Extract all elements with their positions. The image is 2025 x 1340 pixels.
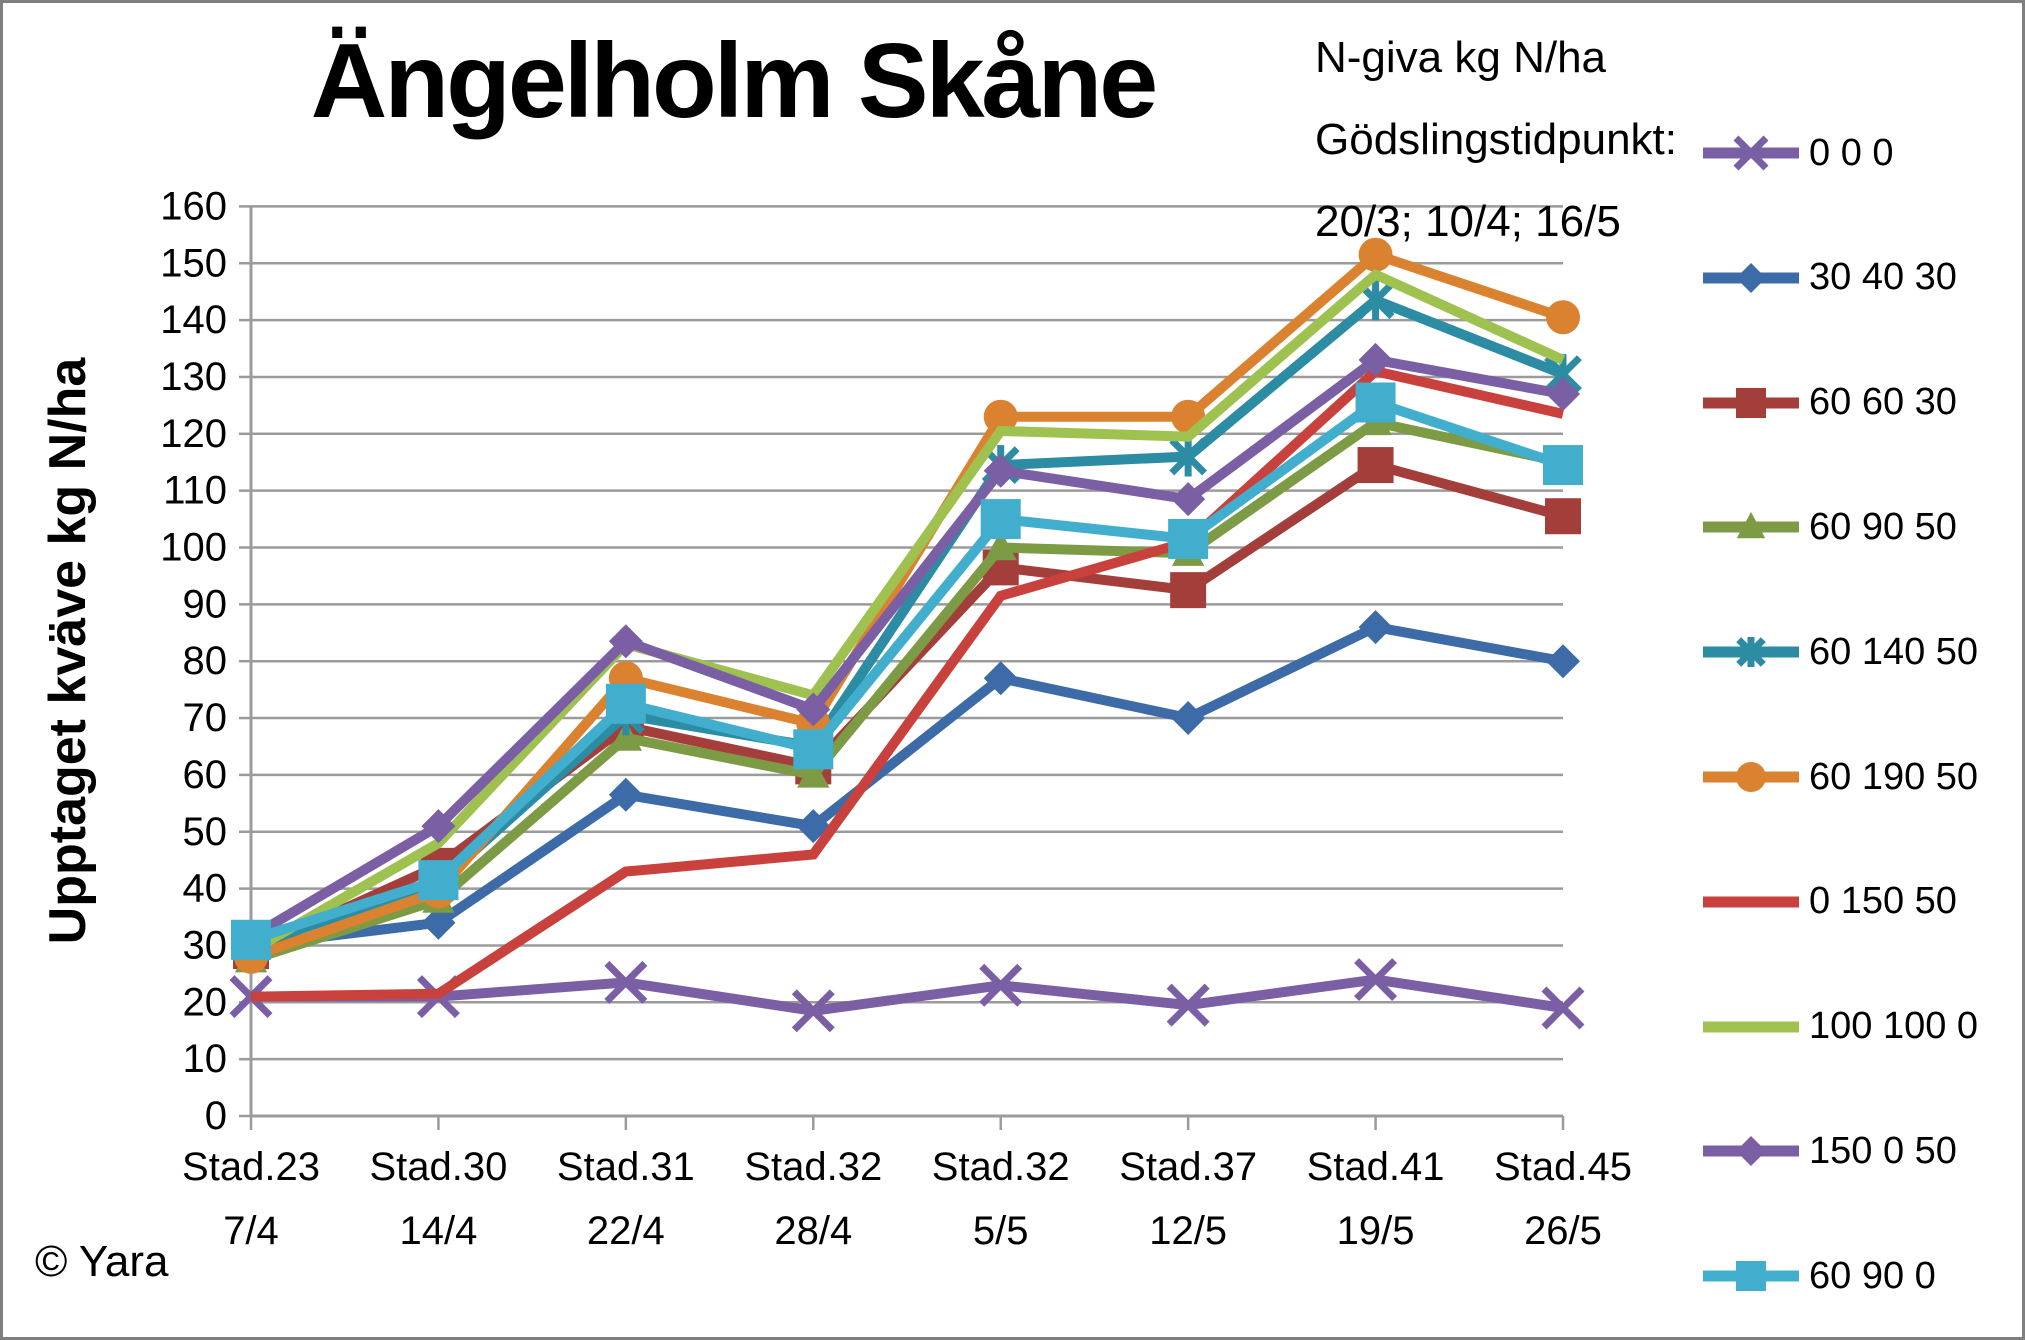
marker-diamond (1546, 377, 1580, 412)
marker-diamond (1358, 610, 1393, 645)
x-category-label: Stad.23 7/4 (182, 1145, 320, 1253)
y-tick-label-130: 130 (160, 355, 227, 399)
series-line (251, 974, 1564, 1016)
marker-diamond (608, 777, 643, 812)
x-category-label: Stad.31 22/4 (557, 1145, 695, 1253)
marker-square (1543, 445, 1583, 486)
x-category-label: Stad.37 12/5 (1119, 1145, 1257, 1253)
chart-plot: 0 10 20 30 40 50 60 70 80 90 100 110 120 130 140 150 160… (160, 184, 1632, 1253)
copyright-label: © Yara (35, 1237, 169, 1286)
y-tick-label-50: 50 (183, 810, 228, 854)
marker-diamond (1171, 482, 1206, 517)
y-tick-label-10: 10 (183, 1037, 228, 1081)
marker-square (793, 729, 834, 770)
legend-header-line3: 20/3; 10/4; 16/5 (1315, 197, 1621, 246)
legend-header-line1: N-giva kg N/ha (1315, 33, 1607, 82)
y-tick-label-80: 80 (183, 639, 228, 683)
legend-header-line2: Gödslingstidpunkt: (1315, 115, 1677, 164)
marker-asterisk (1169, 436, 1208, 477)
marker-circle (1358, 237, 1393, 272)
marker-square (418, 860, 459, 901)
marker-diamond (1546, 644, 1580, 679)
marker-x (604, 960, 648, 1004)
marker-square (605, 683, 646, 724)
marker-diamond (983, 661, 1018, 696)
series-0-0-0 (229, 958, 1585, 1033)
y-tick-label-20: 20 (183, 980, 228, 1024)
series-line (249, 417, 1565, 965)
y-tick-label-70: 70 (183, 696, 228, 740)
y-tick-label-100: 100 (160, 526, 227, 570)
marker-circle (983, 399, 1018, 434)
y-tick-label-140: 140 (160, 298, 227, 342)
series-60-90-0 (231, 382, 1583, 960)
marker-square (1170, 572, 1207, 609)
marker-square (1168, 518, 1209, 559)
y-tick-label-30: 30 (183, 923, 228, 967)
y-axis-title: Upptaget kväve kg N/ha (39, 357, 97, 945)
x-category-label: Stad.41 19/5 (1307, 1145, 1445, 1253)
y-tick-label-90: 90 (183, 582, 228, 626)
marker-x (791, 989, 835, 1033)
marker-diamond (608, 624, 643, 659)
x-category-label: Stad.45 26/5 (1494, 1145, 1632, 1253)
marker-x (1166, 983, 1210, 1027)
marker-x (1541, 986, 1585, 1030)
series-150-0-50 (234, 342, 1580, 954)
series-line (250, 621, 1564, 951)
marker-square (1545, 498, 1581, 535)
y-tick-label-150: 150 (160, 241, 227, 285)
y-tick-label-0: 0 (205, 1094, 227, 1138)
series-line (249, 396, 1565, 945)
y-tick-label-110: 110 (163, 469, 227, 513)
series-100-100-0 (248, 268, 1566, 956)
marker-triangle (609, 720, 643, 751)
series-line (250, 365, 1565, 1002)
marker-triangle (984, 530, 1017, 561)
marker-square (980, 499, 1021, 540)
marker-diamond (1358, 342, 1393, 377)
marker-diamond (1171, 701, 1206, 736)
x-category-label: Stad.32 5/5 (932, 1145, 1070, 1253)
x-category-label: Stad.30 14/4 (369, 1145, 507, 1253)
series-0-150-50 (250, 365, 1565, 1002)
marker-square (1355, 382, 1396, 423)
x-category-label: Stad.32 28/4 (744, 1145, 882, 1253)
y-tick-label-120: 120 (160, 412, 227, 456)
legend-header: N-giva kg N/ha Gödslingstidpunkt: 20/3; … (1315, 17, 1677, 263)
chart-title: Ängelholm Skåne (310, 22, 1158, 140)
marker-square (231, 919, 271, 960)
series-line (248, 354, 1564, 942)
marker-diamond (796, 692, 831, 727)
marker-triangle (797, 757, 830, 788)
y-tick-label-60: 60 (183, 753, 228, 797)
y-tick-label-40: 40 (183, 867, 228, 911)
marker-diamond (421, 905, 456, 940)
marker-x (1354, 958, 1398, 1002)
marker-square (1357, 447, 1394, 484)
series-line (248, 268, 1566, 956)
marker-diamond (983, 453, 1018, 488)
y-tick-label-160: 160 (160, 184, 227, 228)
marker-x (979, 963, 1023, 1007)
marker-circle (1546, 300, 1580, 335)
marker-diamond (421, 809, 456, 844)
